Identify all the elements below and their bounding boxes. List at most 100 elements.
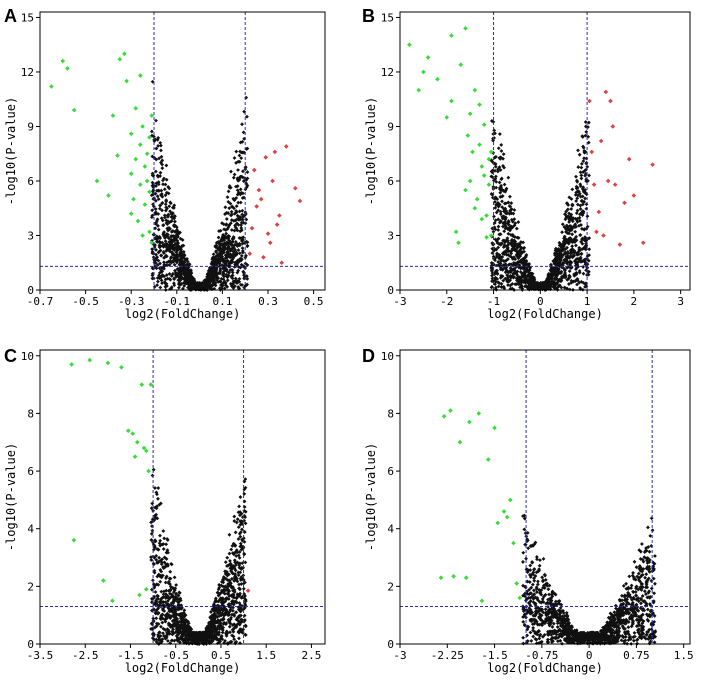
ns-point (575, 276, 580, 281)
ns-point (212, 262, 217, 267)
ns-point (225, 555, 230, 560)
ns-point (217, 264, 222, 269)
ns-point (161, 631, 165, 636)
ns-point (209, 277, 214, 282)
ns-point (167, 186, 172, 191)
down-point (456, 240, 461, 246)
ns-point (229, 585, 234, 590)
x-tick-label: 3 (677, 295, 684, 308)
ns-point (178, 271, 183, 275)
ns-point (163, 234, 168, 238)
ns-point (226, 211, 231, 216)
ns-point (223, 205, 228, 210)
ns-point (520, 250, 525, 255)
ns-point (225, 195, 230, 200)
ns-point (224, 210, 229, 215)
x-tick-label: -0.5 (72, 295, 99, 308)
ns-point (493, 164, 498, 169)
ns-point (577, 269, 582, 273)
ns-point (506, 270, 511, 275)
ns-point (167, 272, 172, 276)
ns-point (169, 601, 174, 606)
ns-point (652, 591, 657, 596)
ns-point (170, 243, 174, 248)
ns-point (552, 268, 557, 273)
ns-point (162, 280, 167, 285)
ns-point (182, 283, 187, 288)
ns-point (150, 180, 155, 185)
ns-point (240, 515, 245, 520)
ns-point (170, 619, 175, 623)
ns-point (222, 591, 227, 596)
ns-point (234, 595, 239, 600)
down-point (141, 445, 147, 451)
ns-point (238, 265, 243, 270)
ns-point (542, 280, 547, 285)
ns-point (153, 486, 157, 490)
ns-point (213, 266, 218, 270)
ns-point (555, 639, 560, 644)
ns-point (162, 230, 166, 235)
ns-point (499, 186, 504, 190)
ns-point (179, 247, 183, 252)
ns-point (501, 152, 506, 157)
down-point (133, 106, 139, 111)
ns-point (162, 274, 167, 279)
ns-point (154, 624, 159, 628)
ns-point (169, 234, 174, 238)
ns-point (640, 594, 645, 598)
ns-point (543, 607, 548, 612)
ns-point (150, 608, 154, 613)
ns-point (236, 159, 241, 164)
ns-point (242, 606, 247, 611)
ns-point (493, 155, 498, 160)
ns-point (236, 573, 241, 577)
ns-point (232, 172, 237, 177)
ns-point (509, 255, 514, 259)
up-point (622, 200, 627, 206)
down-point (479, 216, 485, 222)
ns-point (217, 258, 222, 263)
ns-point (586, 258, 591, 263)
ns-point (161, 529, 166, 533)
ns-point (496, 146, 501, 151)
up-point (605, 178, 611, 184)
plot-frame (39, 11, 326, 291)
ns-point (188, 627, 193, 632)
ns-point (496, 228, 501, 232)
ns-point (163, 208, 168, 213)
ns-point (154, 220, 159, 225)
ns-point (241, 269, 246, 274)
ns-point (170, 229, 175, 233)
ns-point (230, 551, 235, 555)
x-axis-label: log2(FoldChange) (125, 307, 241, 321)
ns-point (157, 502, 162, 507)
ns-point (582, 156, 586, 161)
ns-point (523, 254, 528, 259)
ns-point (230, 570, 234, 575)
up-point (598, 138, 604, 144)
ns-point (574, 267, 578, 271)
ns-point (241, 150, 246, 155)
ns-point (150, 276, 155, 281)
ns-point (581, 271, 586, 276)
ns-point (504, 211, 509, 216)
ns-point (166, 621, 171, 626)
ns-point (158, 244, 163, 249)
ns-point (221, 281, 226, 285)
x-axis-label: log2(FoldChange) (125, 661, 241, 675)
ns-point (501, 259, 506, 263)
ns-point (214, 240, 219, 245)
ns-point (197, 281, 201, 286)
ns-point (159, 569, 164, 574)
ns-point (522, 513, 527, 518)
ns-point (503, 270, 508, 275)
ns-point (237, 217, 241, 222)
ns-point (159, 253, 164, 258)
ns-point (151, 616, 156, 621)
ns-point (166, 550, 170, 555)
ns-point (238, 229, 243, 234)
ns-point (227, 184, 232, 188)
ns-point (167, 630, 171, 634)
ns-point (227, 572, 231, 577)
